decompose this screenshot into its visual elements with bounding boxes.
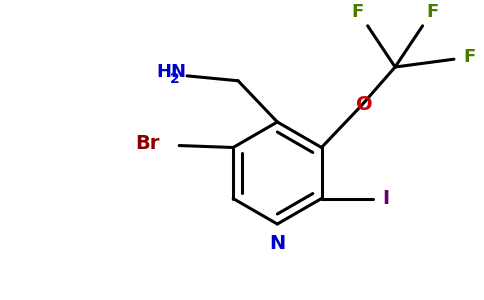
Text: 2: 2: [169, 72, 179, 86]
Text: F: F: [464, 48, 476, 66]
Text: F: F: [352, 3, 364, 21]
Text: F: F: [426, 3, 439, 21]
Text: N: N: [170, 63, 185, 81]
Text: H: H: [156, 63, 171, 81]
Text: Br: Br: [135, 134, 160, 153]
Text: I: I: [383, 189, 390, 208]
Text: O: O: [356, 95, 373, 114]
Text: N: N: [269, 234, 286, 253]
